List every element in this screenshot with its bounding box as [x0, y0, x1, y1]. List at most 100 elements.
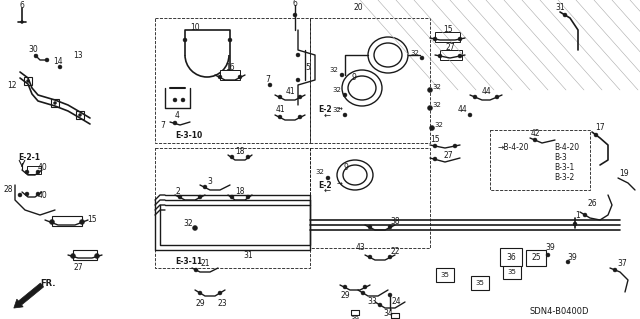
Circle shape: [25, 170, 29, 174]
Text: 19: 19: [619, 169, 629, 179]
Circle shape: [173, 98, 177, 102]
Circle shape: [343, 93, 347, 97]
Text: 27: 27: [445, 43, 455, 53]
Bar: [155, 148, 310, 268]
Text: →: →: [337, 107, 343, 113]
Circle shape: [388, 293, 392, 297]
Circle shape: [45, 58, 49, 62]
FancyArrow shape: [14, 283, 44, 308]
Circle shape: [378, 303, 382, 307]
Text: →B-4-20: →B-4-20: [498, 144, 529, 152]
Circle shape: [278, 95, 282, 99]
Circle shape: [238, 75, 242, 79]
Text: 16: 16: [225, 63, 235, 71]
Circle shape: [326, 176, 330, 180]
Bar: [490, 130, 590, 190]
Text: 32: 32: [316, 169, 324, 175]
Bar: [76, 111, 84, 119]
Bar: [500, 248, 522, 266]
Circle shape: [453, 144, 457, 148]
Text: E-2-1: E-2-1: [18, 153, 40, 162]
Text: 18: 18: [236, 146, 244, 155]
Circle shape: [468, 113, 472, 117]
Circle shape: [566, 260, 570, 264]
Text: 35: 35: [440, 272, 449, 278]
Text: 7: 7: [161, 122, 165, 130]
Text: →: →: [337, 182, 343, 188]
Bar: [435, 32, 460, 42]
Text: 28: 28: [3, 186, 13, 195]
Text: 3: 3: [207, 177, 212, 187]
Text: 32: 32: [330, 67, 339, 73]
Circle shape: [198, 291, 202, 295]
Text: 27: 27: [73, 263, 83, 272]
Circle shape: [458, 37, 462, 41]
Text: ←: ←: [323, 110, 330, 120]
Text: B-3-1: B-3-1: [554, 164, 574, 173]
Text: 44: 44: [458, 106, 468, 115]
Circle shape: [36, 192, 40, 196]
Text: 15: 15: [87, 216, 97, 225]
Text: 2: 2: [175, 188, 180, 197]
Bar: [52, 216, 82, 226]
Bar: [440, 50, 462, 60]
Circle shape: [296, 53, 300, 57]
Circle shape: [613, 268, 617, 272]
Circle shape: [178, 195, 182, 199]
Circle shape: [420, 56, 424, 60]
Circle shape: [433, 157, 437, 161]
Circle shape: [428, 106, 433, 110]
Circle shape: [388, 255, 392, 259]
Text: 36: 36: [506, 253, 516, 262]
Bar: [73, 250, 97, 260]
Text: 31: 31: [243, 250, 253, 259]
Text: 32: 32: [411, 50, 419, 56]
Bar: [51, 99, 59, 107]
Text: 43: 43: [355, 243, 365, 253]
Text: 6: 6: [292, 0, 298, 8]
Circle shape: [95, 254, 99, 258]
Circle shape: [36, 170, 40, 174]
Circle shape: [340, 73, 344, 77]
Circle shape: [20, 20, 24, 24]
Circle shape: [34, 54, 38, 58]
Text: SDN4-B0400D: SDN4-B0400D: [530, 308, 589, 316]
Circle shape: [583, 213, 587, 217]
Text: 42: 42: [530, 129, 540, 137]
Text: 32: 32: [333, 107, 341, 113]
Text: 21: 21: [200, 258, 210, 268]
Circle shape: [79, 219, 84, 225]
Bar: [526, 250, 546, 266]
Text: 26: 26: [587, 199, 597, 209]
Text: B-3: B-3: [554, 153, 567, 162]
Text: 29: 29: [340, 292, 350, 300]
Circle shape: [278, 115, 282, 119]
Text: 37: 37: [617, 259, 627, 269]
Text: 40: 40: [37, 164, 47, 173]
Circle shape: [495, 95, 499, 99]
Circle shape: [203, 185, 207, 189]
Circle shape: [218, 75, 222, 79]
Text: 12: 12: [7, 80, 17, 90]
Text: 17: 17: [595, 122, 605, 131]
Text: 4: 4: [175, 112, 179, 121]
Circle shape: [54, 101, 56, 105]
Circle shape: [230, 195, 234, 199]
Circle shape: [173, 121, 177, 125]
Text: 39: 39: [545, 243, 555, 253]
Text: E-3-10: E-3-10: [175, 131, 202, 140]
Text: E-2: E-2: [318, 181, 332, 189]
Text: 24: 24: [391, 298, 401, 307]
Text: 5: 5: [305, 63, 310, 72]
Text: 32: 32: [183, 219, 193, 227]
Bar: [310, 148, 430, 248]
Text: 1: 1: [575, 211, 580, 219]
Circle shape: [246, 195, 250, 199]
Circle shape: [533, 138, 537, 142]
Text: 9: 9: [344, 162, 348, 172]
Circle shape: [183, 38, 187, 42]
Bar: [436, 268, 454, 282]
Text: 20: 20: [353, 4, 363, 12]
Text: 32: 32: [433, 84, 442, 90]
Circle shape: [368, 225, 372, 229]
